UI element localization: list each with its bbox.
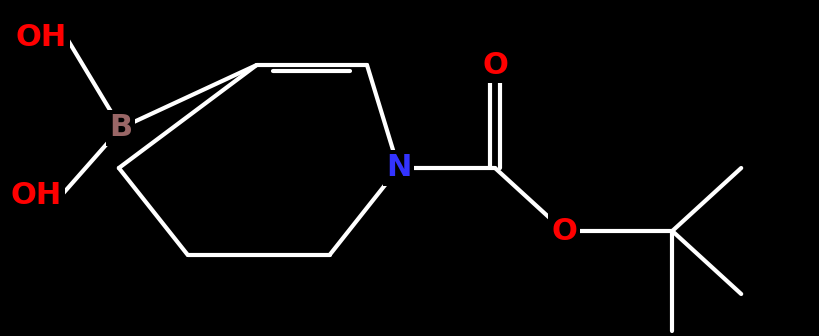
Text: OH: OH xyxy=(16,24,66,52)
Text: OH: OH xyxy=(16,24,66,52)
Text: B: B xyxy=(109,114,133,142)
Text: O: O xyxy=(482,50,508,80)
Text: N: N xyxy=(386,154,411,182)
Text: O: O xyxy=(551,216,577,246)
Text: O: O xyxy=(551,216,577,246)
Text: OH: OH xyxy=(11,180,61,210)
Text: OH: OH xyxy=(11,180,61,210)
Text: N: N xyxy=(386,154,411,182)
Text: B: B xyxy=(109,114,133,142)
Text: O: O xyxy=(482,50,508,80)
